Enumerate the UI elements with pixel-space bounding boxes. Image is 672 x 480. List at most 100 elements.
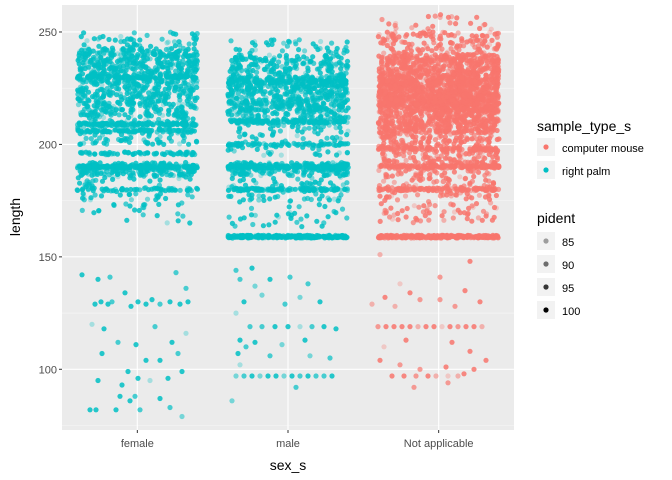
point-female: [122, 112, 128, 118]
point-female: [109, 45, 115, 51]
point-male: [314, 95, 321, 101]
point-female: [185, 299, 191, 305]
point-female: [144, 196, 151, 202]
point-male: [233, 64, 239, 70]
point-female: [137, 407, 143, 413]
point-female: [145, 121, 151, 128]
point-female: [156, 201, 162, 207]
point-male: [302, 48, 308, 54]
point-male: [300, 136, 306, 142]
point-male: [320, 163, 326, 169]
point-male: [299, 233, 305, 240]
point-male: [292, 39, 298, 45]
point-female: [98, 54, 104, 60]
point-female: [141, 173, 147, 179]
point-female: [94, 92, 100, 98]
point-male: [248, 172, 254, 178]
point-female: [180, 58, 186, 64]
point-male: [237, 134, 243, 140]
point-female: [142, 110, 148, 117]
point-female: [177, 42, 183, 48]
point-male: [289, 163, 295, 169]
point-female: [169, 46, 175, 52]
point-male: [233, 46, 239, 52]
point-male: [247, 197, 253, 203]
point-male: [310, 98, 316, 104]
point-male: [264, 99, 270, 105]
point-female: [115, 339, 121, 345]
point-female: [137, 37, 143, 43]
point-male: [323, 52, 329, 58]
point-male: [228, 38, 234, 44]
point-male: [240, 118, 246, 124]
point-male: [254, 146, 260, 152]
point-female: [135, 375, 141, 381]
point-female: [188, 104, 194, 110]
point-male: [316, 202, 322, 208]
point-female: [128, 197, 134, 203]
point-male: [248, 61, 254, 68]
point-female: [155, 98, 161, 104]
point-male: [314, 89, 321, 95]
point-female: [80, 186, 86, 192]
point-male: [286, 142, 292, 148]
point-male: [237, 216, 244, 222]
point-female: [193, 67, 199, 73]
point-male: [260, 193, 266, 199]
point-female: [175, 350, 181, 357]
point-not-applicable: [426, 129, 432, 135]
point-male: [302, 337, 308, 343]
point-male: [333, 61, 339, 67]
point-male: [319, 106, 325, 112]
point-female: [143, 357, 149, 363]
point-male: [344, 58, 351, 64]
point-female: [86, 164, 92, 170]
point-female: [90, 121, 96, 128]
point-female: [77, 180, 83, 186]
point-female: [179, 368, 185, 375]
point-female: [127, 203, 133, 209]
point-male: [248, 234, 254, 240]
point-female: [116, 112, 122, 118]
point-male: [333, 125, 339, 131]
point-male: [259, 324, 265, 330]
point-female: [119, 97, 125, 103]
point-male: [235, 350, 241, 357]
point-female: [88, 195, 94, 201]
point-female: [153, 151, 159, 157]
point-female: [194, 84, 200, 90]
point-male: [317, 70, 323, 76]
point-female: [124, 42, 130, 48]
point-male: [338, 78, 344, 84]
point-male: [247, 105, 253, 112]
point-male: [228, 86, 234, 93]
point-female: [119, 57, 125, 64]
point-female: [106, 75, 112, 81]
point-female: [178, 83, 184, 89]
point-male: [308, 235, 314, 241]
point-male: [295, 84, 301, 90]
point-female: [157, 177, 163, 183]
point-female: [132, 129, 138, 135]
point-male: [250, 185, 256, 192]
point-female: [165, 39, 171, 45]
point-female: [137, 187, 143, 193]
point-female: [145, 140, 151, 146]
point-male: [226, 79, 232, 85]
point-male: [311, 103, 317, 109]
point-male: [281, 99, 287, 105]
point-female: [99, 178, 106, 184]
point-male: [324, 163, 330, 169]
point-female: [80, 191, 86, 197]
point-male: [265, 42, 271, 48]
point-male: [253, 180, 259, 186]
point-male: [260, 57, 266, 64]
point-female: [167, 172, 173, 178]
point-male: [322, 141, 328, 147]
point-male: [309, 86, 315, 92]
point-female: [167, 150, 173, 156]
point-male: [233, 64, 239, 70]
point-male: [322, 203, 328, 210]
point-male: [314, 234, 320, 240]
point-male: [338, 129, 344, 135]
